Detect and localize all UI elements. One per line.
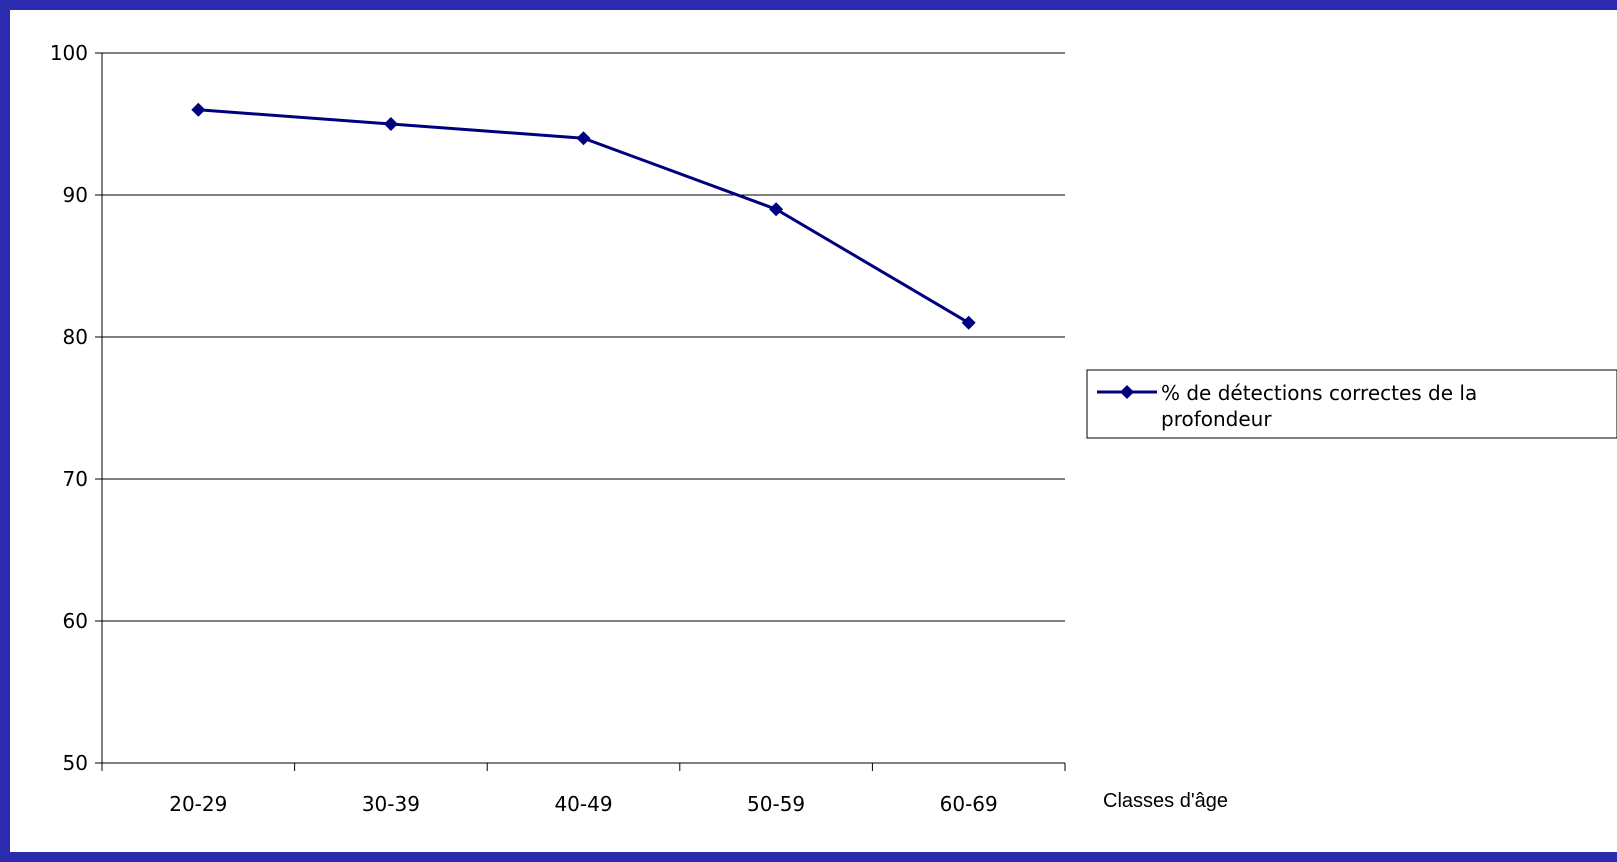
legend-box [1086, 369, 1617, 439]
chart-frame: 50 60 70 80 90 100 20-29 30-39 40-49 50-59 60-69 … [10, 10, 1617, 852]
legend-label-line: % de détections correctes de la [1161, 381, 1477, 405]
y-tick-label: 80 [63, 325, 88, 349]
x-tick-label: 40-49 [554, 792, 612, 816]
legend-marker-swatch [1120, 385, 1134, 399]
y-tick-label: 90 [63, 183, 88, 207]
x-axis-title: Classes d'âge [1103, 790, 1228, 812]
data-point-marker [191, 102, 206, 117]
axes [101, 53, 1066, 771]
y-tick-labels: 50 60 70 80 90 100 [50, 41, 88, 775]
y-tick-label: 50 [63, 751, 88, 775]
x-tick-label: 50-59 [747, 792, 805, 816]
legend-label: % de détections correctes de la profondeu… [1161, 381, 1477, 431]
x-tick-label: 60-69 [940, 792, 998, 816]
grid-lines [95, 52, 1065, 764]
x-tick-label: 30-39 [362, 792, 420, 816]
legend: % de détections correctes de la profondeu… [1086, 369, 1617, 439]
data-point-marker [961, 315, 976, 330]
x-tick-label: 20-29 [169, 792, 227, 816]
y-tick-label: 60 [63, 609, 88, 633]
data-point-marker [769, 202, 784, 217]
x-tick-labels: 20-29 30-39 40-49 50-59 60-69 [169, 792, 998, 816]
series-group [191, 102, 976, 330]
data-point-marker [576, 131, 591, 146]
data-point-marker [383, 117, 398, 131]
legend-label-line: profondeur [1161, 407, 1272, 431]
y-tick-label: 100 [50, 41, 88, 65]
y-tick-label: 70 [63, 467, 88, 491]
